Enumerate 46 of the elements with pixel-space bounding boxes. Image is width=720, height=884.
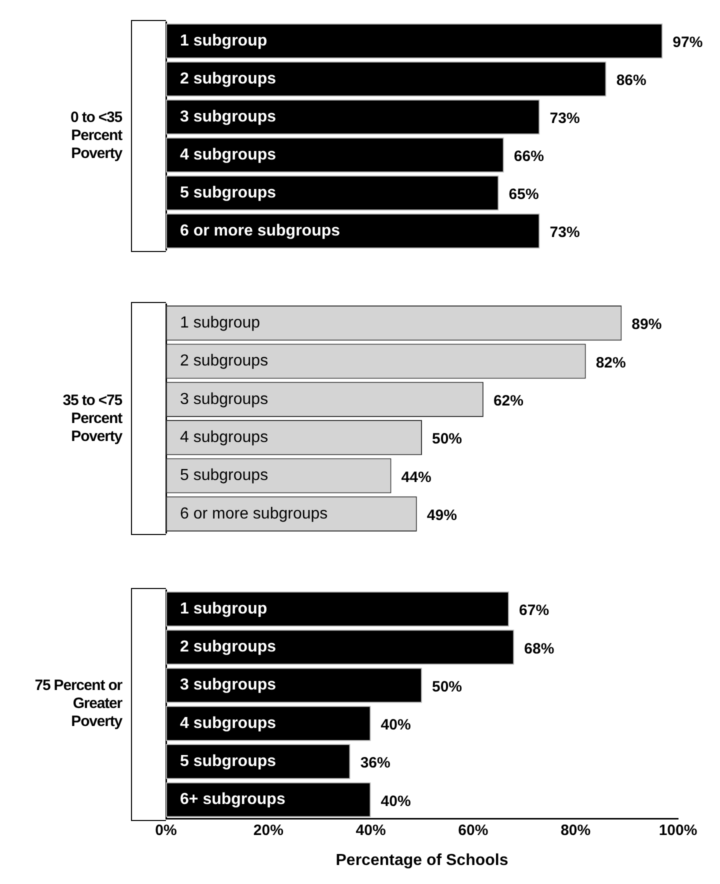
category-label: 4 subgroups <box>180 714 276 732</box>
data-label: 66% <box>514 148 544 166</box>
data-label: 67% <box>519 602 550 620</box>
category-label: 4 subgroups <box>180 428 268 446</box>
data-label: 97% <box>672 34 703 52</box>
category-label: 2 subgroups <box>180 638 276 656</box>
category-label: 6 or more subgroups <box>180 222 340 240</box>
x-axis-title: Percentage of Schools <box>336 852 508 869</box>
category-label: 6 or more subgroups <box>180 505 328 522</box>
data-label: 73% <box>550 224 580 242</box>
data-label: 86% <box>616 72 646 90</box>
category-label: 3 subgroups <box>180 108 276 126</box>
category-label: 3 subgroups <box>180 676 276 694</box>
y-axis-title: 75 Percent or Greater Poverty <box>34 677 122 732</box>
category-label: 5 subgroups <box>180 184 276 202</box>
category-label: 6+ subgroups <box>180 791 286 808</box>
x-tick-label: 20% <box>253 822 284 839</box>
category-label: 4 subgroups <box>180 146 276 164</box>
x-tick-label: 0% <box>155 822 177 839</box>
data-label: 73% <box>550 110 580 128</box>
data-label: 40% <box>380 792 411 810</box>
data-label: 36% <box>360 754 390 772</box>
category-label: 1 subgroup <box>180 32 268 50</box>
data-label: 68% <box>524 640 554 658</box>
data-label: 44% <box>401 468 432 486</box>
data-label: 82% <box>596 354 626 372</box>
data-label: 62% <box>493 392 524 410</box>
x-tick-label: 60% <box>458 822 488 839</box>
category-label: 2 subgroups <box>180 70 276 88</box>
data-label: 89% <box>632 316 662 334</box>
x-tick-label: 40% <box>356 822 386 839</box>
category-label: 1 subgroup <box>180 600 268 618</box>
data-label: 40% <box>380 716 411 734</box>
data-label: 49% <box>426 507 457 524</box>
category-label: 5 subgroups <box>180 753 276 770</box>
x-tick-label: 80% <box>560 822 591 839</box>
y-axis-title: 0 to <35 Percent Poverty <box>70 109 122 163</box>
data-label: 65% <box>508 186 539 204</box>
data-label: 50% <box>432 430 462 448</box>
x-tick-label: 100% <box>658 822 698 839</box>
category-label: 5 subgroups <box>180 467 268 484</box>
data-label: 50% <box>432 678 462 696</box>
category-label: 2 subgroups <box>180 352 268 370</box>
y-axis-title: 35 to <75 Percent Poverty <box>62 392 122 446</box>
category-label: 3 subgroups <box>180 390 268 408</box>
category-label: 1 subgroup <box>180 314 260 332</box>
